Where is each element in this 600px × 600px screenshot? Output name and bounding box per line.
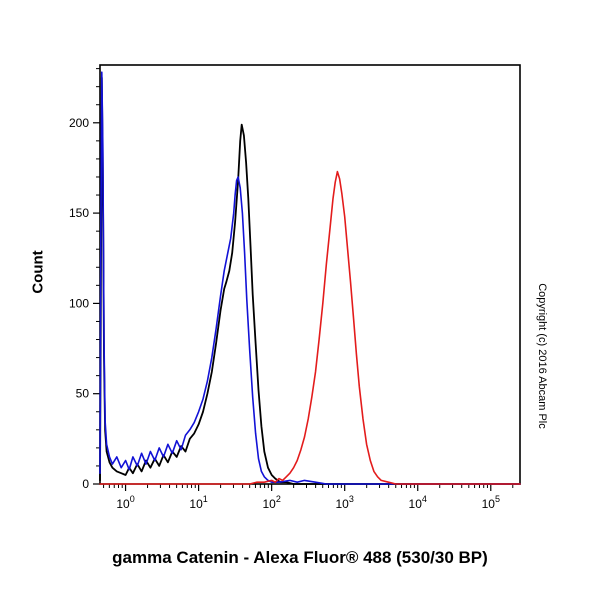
- curve-gamma-catenin-stained-red: [99, 170, 521, 485]
- y-tick-label: 0: [82, 477, 89, 491]
- curve-isotype-control-blue: [99, 71, 521, 485]
- x-tick-label: 103: [336, 494, 354, 511]
- x-tick-label: 100: [116, 494, 134, 511]
- copyright-watermark: Copyright (c) 2016 Abcam Plc: [536, 283, 548, 429]
- curves: [99, 71, 521, 485]
- x-tick-label: 105: [482, 494, 500, 511]
- y-tick-label: 50: [76, 387, 90, 401]
- axes: 0 50 100 150 200 100 101 102 103 104 105: [69, 64, 521, 511]
- x-tick-label: 101: [189, 494, 207, 511]
- histogram-plot: 0 50 100 150 200 100 101 102 103 104 105: [69, 64, 521, 511]
- x-tick-label: 102: [262, 494, 280, 511]
- x-tick-label: 104: [409, 494, 427, 511]
- chart-title: gamma Catenin - Alexa Fluor® 488 (530/30…: [112, 548, 488, 567]
- curve-unstained-control-black: [99, 76, 521, 485]
- y-tick-label: 100: [69, 296, 89, 310]
- plot-border: [99, 64, 521, 485]
- y-tick-label: 200: [69, 116, 89, 130]
- y-tick-label: 150: [69, 206, 89, 220]
